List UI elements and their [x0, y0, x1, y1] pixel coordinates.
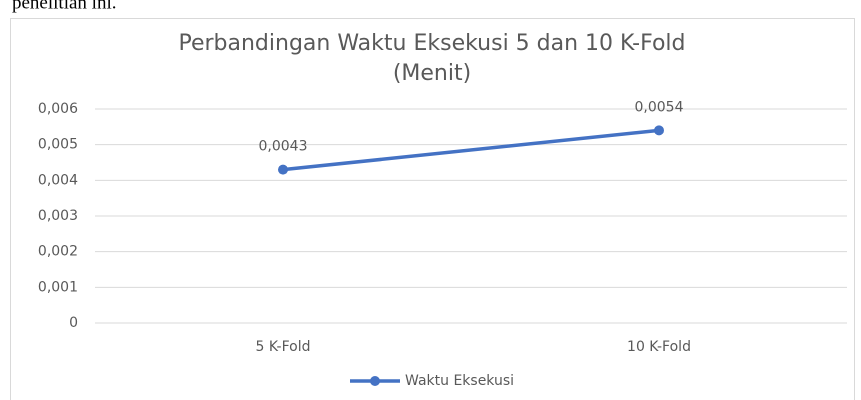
y-tick-label: 0,003	[38, 208, 78, 224]
legend-marker	[370, 376, 380, 386]
context-text: penelitian ini.	[12, 0, 116, 13]
y-tick-label: 0,002	[38, 244, 78, 260]
chart-title: Perbandingan Waktu Eksekusi 5 dan 10 K-F…	[178, 31, 685, 56]
y-tick-label: 0,006	[38, 101, 78, 117]
chart-frame	[10, 18, 855, 400]
y-tick-label: 0	[69, 315, 78, 331]
y-tick-label: 0,004	[38, 172, 78, 188]
chart-title: (Menit)	[393, 61, 471, 86]
x-tick-label: 5 K-Fold	[255, 339, 310, 355]
series-line	[281, 128, 661, 172]
point	[278, 164, 288, 175]
y-tick-label: 0,001	[38, 279, 78, 295]
x-tick-label: 10 K-Fold	[627, 339, 691, 355]
point	[654, 125, 664, 136]
y-tick-label: 0,005	[38, 137, 78, 153]
data-label: 0,0054	[635, 99, 684, 115]
data-label: 0,0043	[259, 139, 308, 155]
legend-label: Waktu Eksekusi	[405, 373, 514, 389]
